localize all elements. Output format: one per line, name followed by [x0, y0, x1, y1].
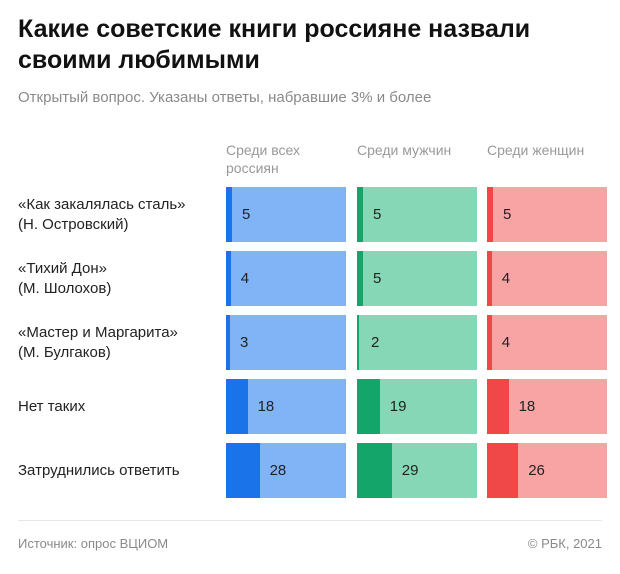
data-label: 2 [371, 334, 380, 351]
data-label: 4 [240, 270, 250, 287]
legend-entry: Среди всех россиян [226, 142, 301, 176]
data-label: 5 [373, 206, 382, 223]
bar-track: 3 [226, 315, 346, 370]
bar-track: 28 [226, 443, 346, 498]
bar-track: 5 [357, 251, 477, 306]
data-label: 4 [501, 270, 511, 287]
bar [226, 315, 230, 370]
y-tick-label: «Как закалялась сталь» (Н. Островский) [18, 195, 186, 233]
legend-entry: Среди мужчин [357, 142, 452, 158]
bar-track: 4 [487, 315, 607, 370]
separator [18, 520, 602, 521]
y-tick-label: «Тихий Дон» (М. Шолохов) [18, 259, 112, 297]
credit: © РБК, 2021 [527, 536, 602, 551]
chart-subtitle: Открытый вопрос. Указаны ответы, набравш… [18, 89, 432, 106]
bar [226, 251, 231, 306]
bar-track: 5 [487, 187, 607, 242]
source: Источник: опрос ВЦИОМ [18, 536, 169, 551]
bar-track: 26 [487, 443, 607, 498]
bar-track: 5 [357, 187, 477, 242]
chart-title: Какие советские книги россияне назвали с… [18, 15, 531, 74]
data-label: 26 [528, 462, 545, 479]
bar-track: 29 [357, 443, 477, 498]
data-label: 5 [373, 270, 382, 287]
bar-track: 18 [487, 379, 607, 434]
bar-track: 4 [487, 251, 607, 306]
data-label: 18 [518, 398, 536, 415]
bar-track: 4 [226, 251, 346, 306]
y-tick-label: Затруднились ответить [18, 461, 180, 479]
bar [357, 315, 360, 370]
data-label: 19 [389, 398, 407, 415]
bar-track: 5 [226, 187, 346, 242]
data-label: 18 [257, 398, 275, 415]
bar [357, 187, 363, 242]
data-label: 5 [242, 206, 251, 223]
bar [226, 187, 232, 242]
bar-track: 19 [357, 379, 477, 434]
legend-entry: Среди женщин [487, 142, 585, 158]
bar [226, 443, 260, 498]
y-tick-label: Нет таких [18, 397, 86, 415]
bar [487, 443, 519, 498]
bar [357, 251, 363, 306]
bar-track: 18 [226, 379, 346, 434]
bar [357, 443, 392, 498]
bar-track: 2 [357, 315, 477, 370]
bar [487, 187, 493, 242]
data-label: 28 [269, 462, 287, 479]
data-label: 3 [240, 334, 249, 351]
y-tick-label: «Мастер и Маргарита» (М. Булгаков) [18, 323, 178, 361]
bar [487, 315, 492, 370]
bar [487, 379, 509, 434]
bar [226, 379, 248, 434]
data-label: 4 [501, 334, 511, 351]
bar [357, 379, 380, 434]
data-label: 29 [401, 462, 419, 479]
data-label: 5 [503, 206, 512, 223]
bar [487, 251, 492, 306]
